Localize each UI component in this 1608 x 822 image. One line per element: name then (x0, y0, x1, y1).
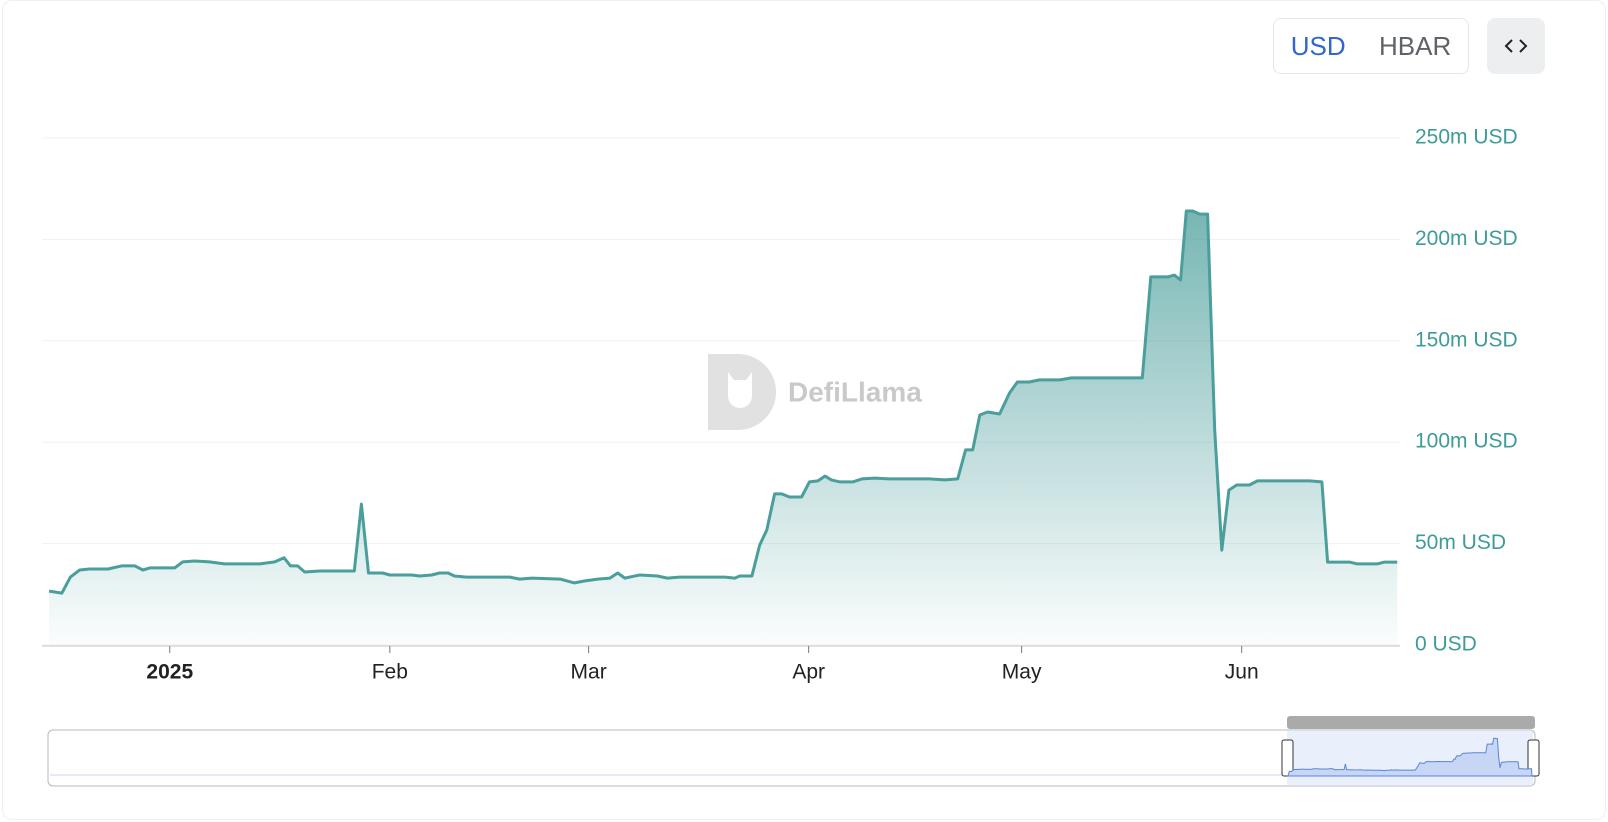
currency-option[interactable]: USD (1290, 30, 1346, 61)
embed-icon (1504, 39, 1528, 53)
watermark-text: DefiLlama (788, 376, 922, 407)
y-tick-label: 250m USD (1415, 126, 1518, 149)
y-tick-label: 50m USD (1415, 531, 1506, 554)
area (49, 211, 1398, 645)
navigator-bar[interactable] (1287, 716, 1535, 729)
currency-option[interactable]: HBAR (1379, 30, 1452, 61)
navigator-handle[interactable] (1527, 739, 1540, 777)
navigator (47, 716, 1540, 787)
x-tick-label: Feb (372, 661, 408, 684)
x-tick-label: May (1002, 661, 1042, 684)
line (48, 209, 1398, 595)
embed-button[interactable] (1487, 18, 1545, 74)
watermark: DefiLlama (708, 354, 922, 430)
navigator-handle[interactable] (1281, 739, 1294, 777)
y-tick-label: 150m USD (1415, 328, 1518, 351)
x-tick-label: Apr (792, 661, 825, 684)
x-tick-label: Jun (1225, 661, 1259, 684)
y-tick-label: 100m USD (1415, 430, 1518, 453)
navigator-line (1287, 737, 1533, 777)
x-tick-label: Mar (571, 661, 607, 684)
y-tick-label: 200m USD (1415, 227, 1518, 250)
y-tick-label: 0 USD (1415, 633, 1477, 656)
x-tick-label: 2025 (146, 661, 193, 684)
currency-toggle: USD HBAR (1273, 18, 1469, 74)
